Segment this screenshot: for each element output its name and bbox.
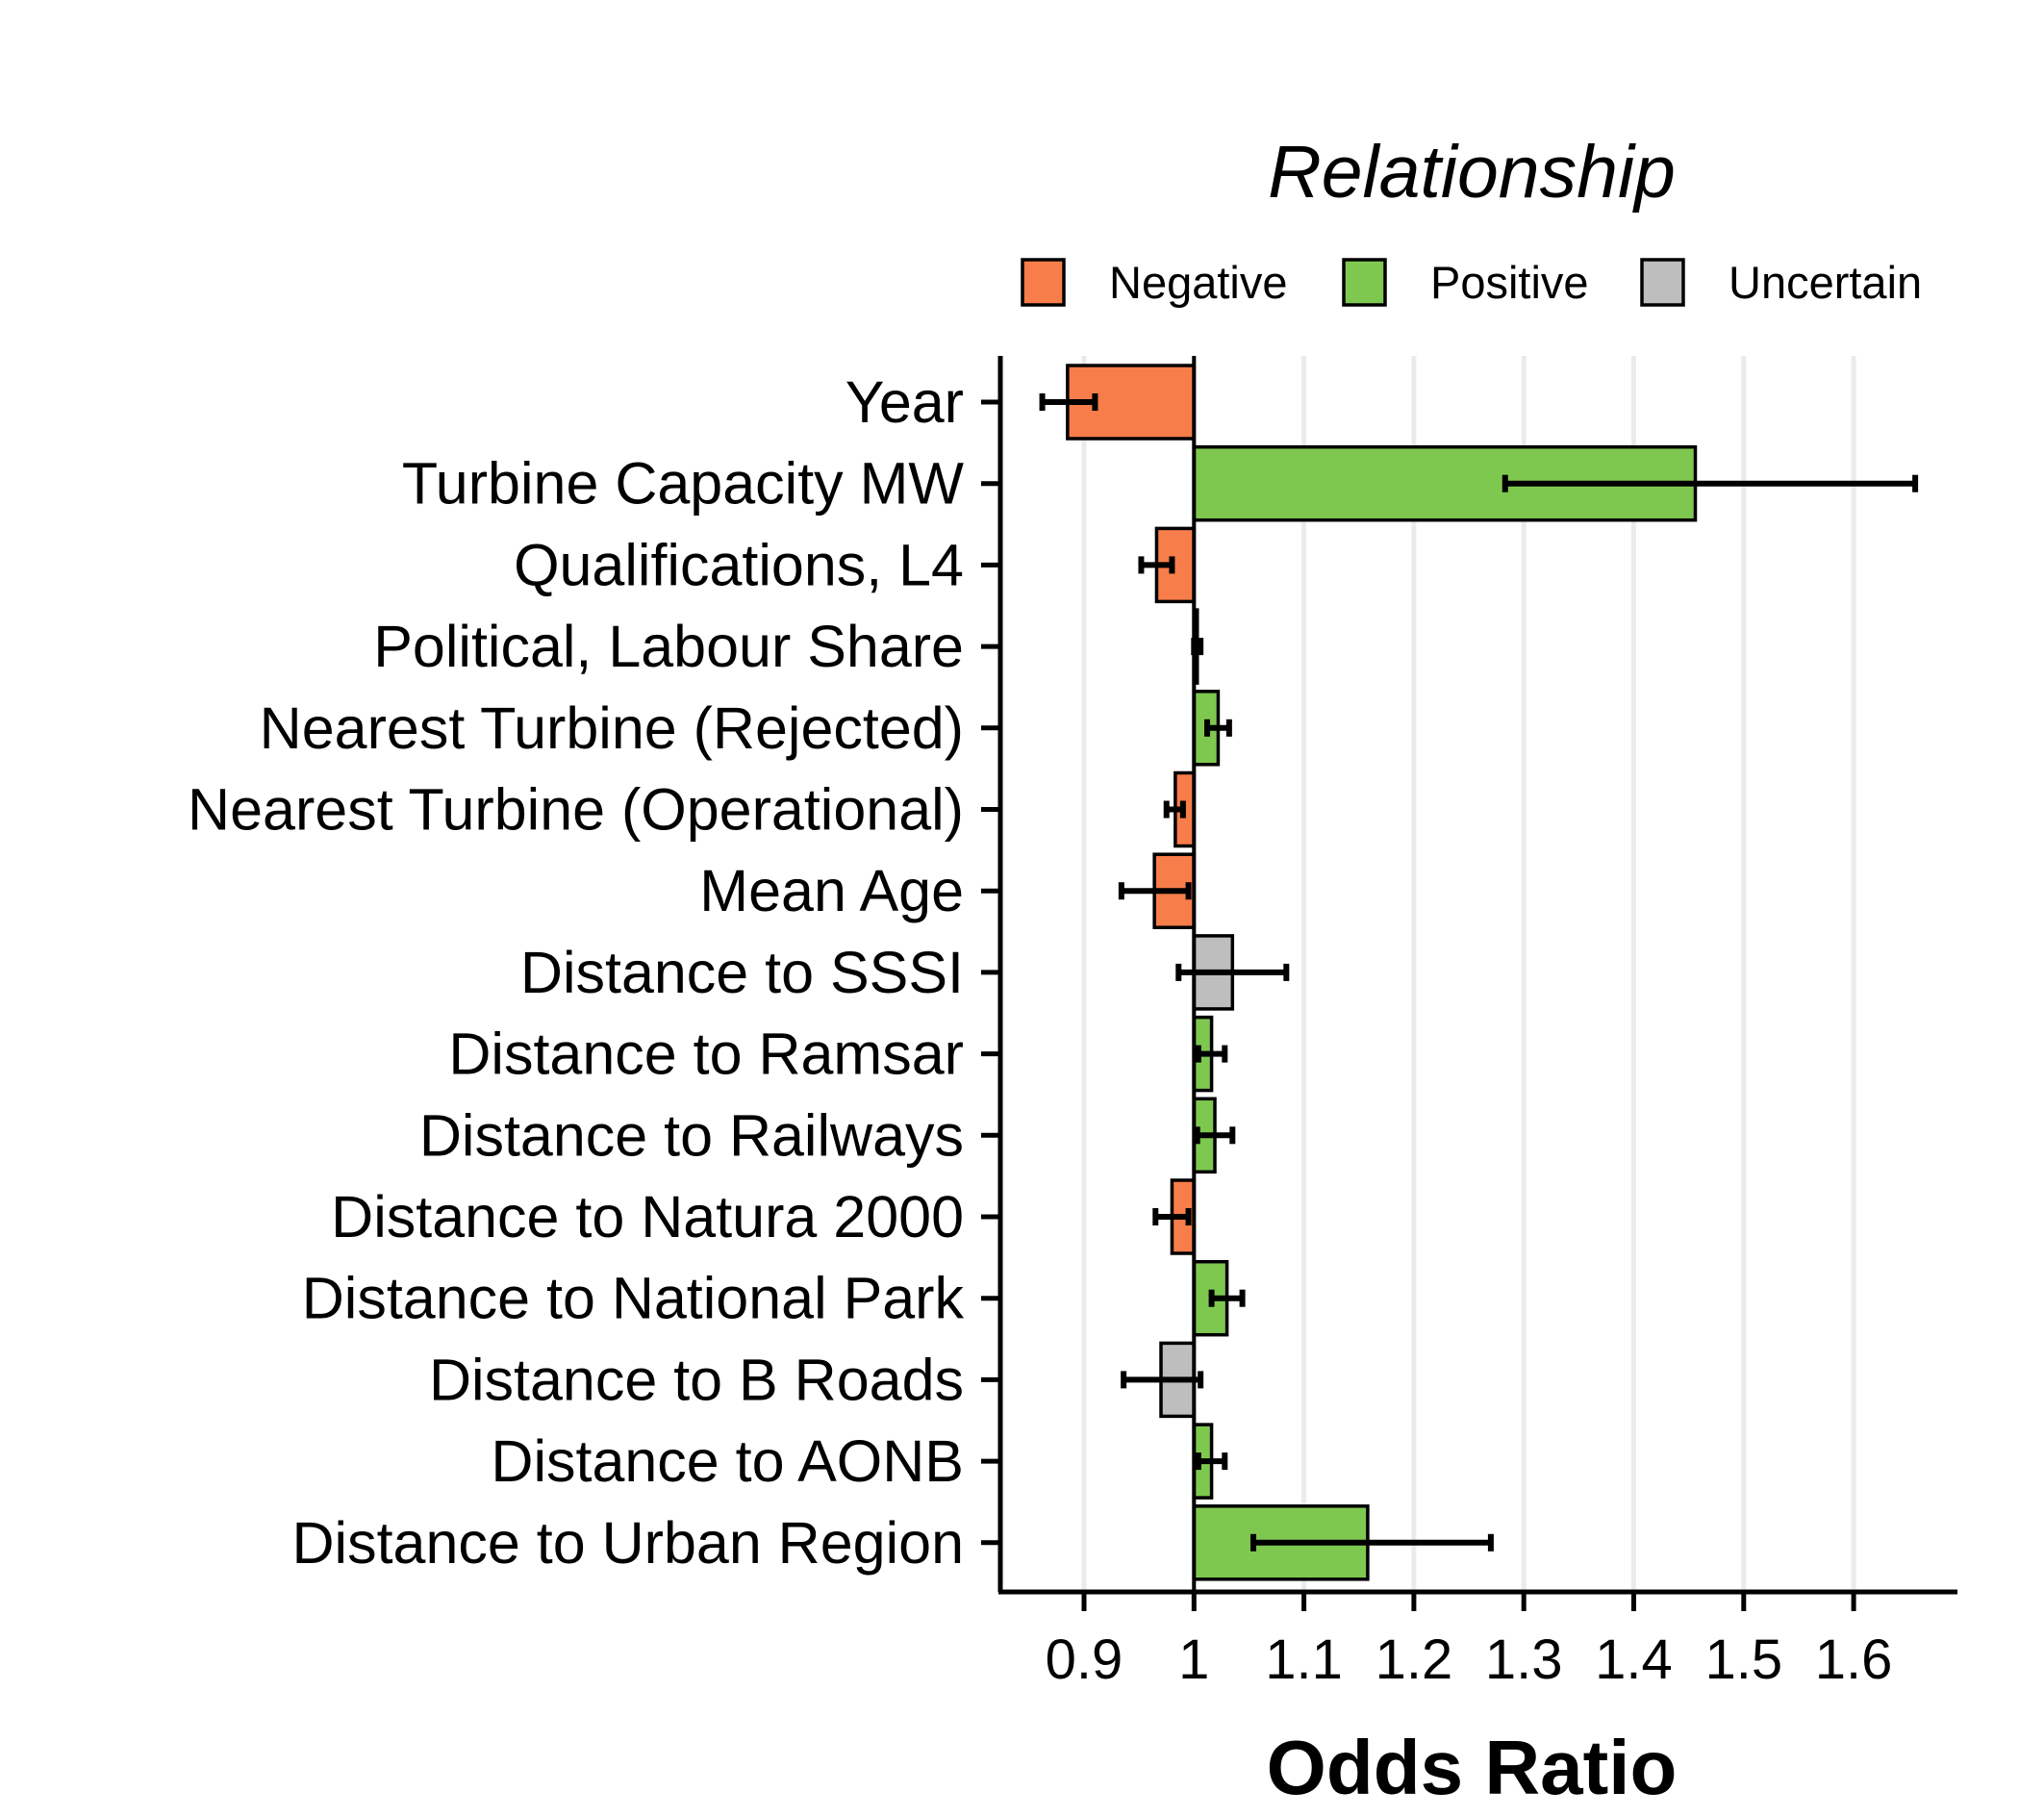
error-bars [1039, 393, 1919, 1552]
legend-swatch-positive [1342, 258, 1387, 307]
legend-swatch-uncertain [1640, 258, 1685, 307]
error-bar-distance-to-b-roads [1121, 1371, 1204, 1389]
y-label-nearest-turbine-rejected: Nearest Turbine (Rejected) [260, 695, 964, 761]
error-bar-distance-to-ramsar [1195, 1045, 1228, 1063]
x-tick-label-1-2: 1.2 [1375, 1628, 1453, 1691]
x-axis-title: Odds Ratio [1267, 1725, 1678, 1810]
error-bar-distance-to-sssi [1175, 963, 1290, 981]
legend-label-positive: Positive [1430, 257, 1589, 308]
error-bar-year [1039, 393, 1098, 411]
y-label-distance-to-aonb: Distance to AONB [491, 1428, 964, 1494]
y-label-distance-to-ramsar: Distance to Ramsar [448, 1022, 964, 1087]
y-label-qualifications-l4: Qualifications, L4 [514, 532, 964, 597]
error-bar-nearest-turbine-rejected [1204, 719, 1232, 737]
x-tick-label-1-3: 1.3 [1485, 1628, 1563, 1691]
error-bar-turbine-capacity-mw [1501, 474, 1919, 492]
error-bar-distance-to-aonb [1195, 1452, 1228, 1471]
y-label-mean-age: Mean Age [699, 858, 964, 923]
y-label-distance-to-b-roads: Distance to B Roads [429, 1347, 964, 1412]
y-label-year: Year [845, 369, 964, 435]
y-label-distance-to-urban-region: Distance to Urban Region [292, 1510, 965, 1576]
legend-title: Relationship [1268, 131, 1676, 214]
y-label-distance-to-sssi: Distance to SSSI [520, 940, 964, 1005]
x-tick-label-1-1: 1.1 [1265, 1628, 1343, 1691]
legend-items: Negative Positive Uncertain [1021, 257, 1922, 308]
x-tick-label-1-4: 1.4 [1595, 1628, 1673, 1691]
error-bar-political-labour-share [1191, 638, 1204, 656]
error-bar-distance-to-natura-2000 [1152, 1208, 1192, 1225]
legend-item-negative: Negative [1021, 257, 1288, 308]
error-bar-distance-to-urban-region [1250, 1533, 1494, 1552]
legend-item-positive: Positive [1342, 257, 1589, 308]
legend-label-uncertain: Uncertain [1729, 257, 1922, 308]
legend-item-uncertain: Uncertain [1640, 257, 1922, 308]
x-tick-label-1-6: 1.6 [1815, 1628, 1893, 1691]
error-bar-mean-age [1118, 882, 1192, 900]
y-axis-category-labels: Year Turbine Capacity MW Qualifications, L… [188, 369, 964, 1576]
legend-label-negative: Negative [1109, 257, 1288, 308]
error-bar-distance-to-railways [1194, 1126, 1236, 1145]
x-axis-tick-labels: 0.9 1 1.1 1.2 1.3 1.4 1.5 1.6 [1046, 1628, 1893, 1691]
y-axis-ticks [981, 399, 1000, 1546]
y-label-distance-to-natura-2000: Distance to Natura 2000 [331, 1184, 964, 1249]
x-tick-label-0-9: 0.9 [1046, 1628, 1123, 1691]
error-bar-qualifications-l4 [1138, 556, 1175, 574]
x-axis-ticks [1081, 1592, 1856, 1611]
y-label-turbine-capacity-mw: Turbine Capacity MW [402, 451, 965, 517]
x-tick-label-1: 1 [1178, 1628, 1209, 1691]
legend: Relationship Negative Positive Uncertain [1021, 131, 1922, 308]
y-label-distance-to-railways: Distance to Railways [419, 1102, 964, 1168]
y-label-distance-to-national-park: Distance to National Park [302, 1266, 965, 1331]
x-tick-label-1-5: 1.5 [1704, 1628, 1782, 1691]
error-bar-nearest-turbine-operational [1163, 800, 1186, 819]
y-label-nearest-turbine-operational: Nearest Turbine (Operational) [188, 777, 964, 843]
error-bar-distance-to-national-park [1208, 1289, 1246, 1307]
y-label-political-labour-share: Political, Labour Share [373, 614, 964, 679]
legend-swatch-negative [1021, 258, 1066, 307]
